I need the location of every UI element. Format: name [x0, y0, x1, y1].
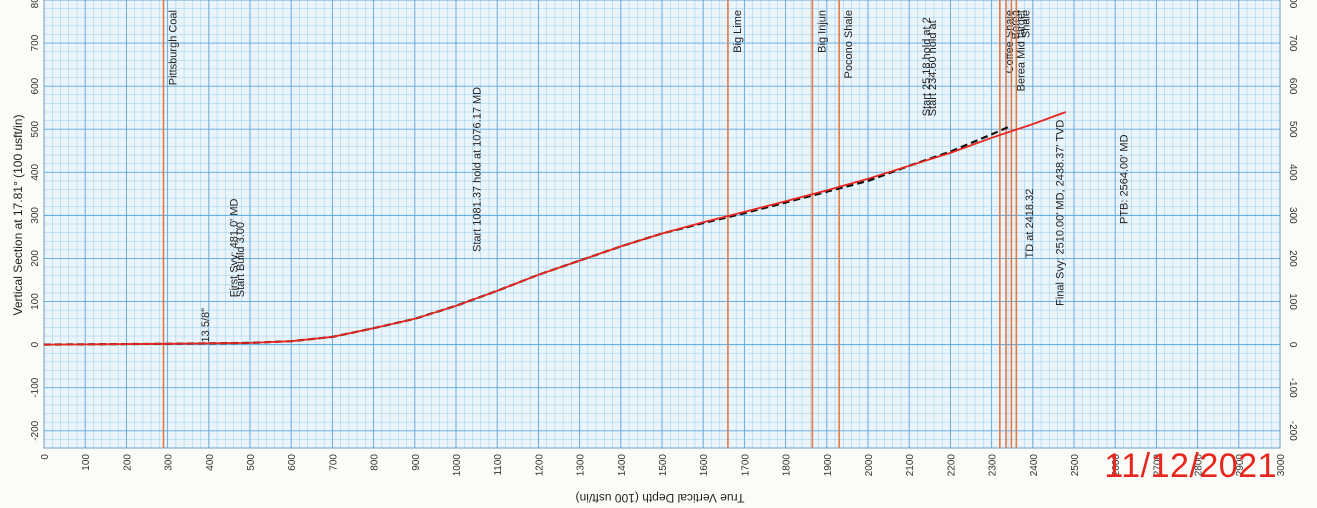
x-tick-label: 2900: [1235, 454, 1246, 477]
y-tick-label-left: 100: [30, 293, 41, 310]
formation-label: Berea Mid target: [1015, 10, 1027, 91]
y-tick-label-left: 0: [30, 341, 41, 347]
annotation-label: TD at 2418.32: [1024, 189, 1036, 259]
y-tick-label-right: 600: [1287, 78, 1298, 95]
x-tick-label: 2000: [864, 454, 875, 477]
x-tick-label: 700: [328, 454, 339, 471]
x-tick-label: 2200: [946, 454, 957, 477]
x-tick-label: 1400: [617, 454, 628, 477]
x-tick-label: 600: [287, 454, 298, 471]
y-tick-label-right: -100: [1287, 378, 1298, 398]
formation-label: Big Injun: [816, 10, 828, 53]
x-tick-label: 2700: [1152, 454, 1163, 477]
y-tick-label-left: 300: [30, 207, 41, 224]
y-tick-label-right: 100: [1287, 293, 1298, 310]
formation-label: Pittsburgh Coal: [167, 10, 179, 85]
y-tick-label-right: 200: [1287, 250, 1298, 267]
y-tick-label-right: 700: [1287, 35, 1298, 52]
y-tick-label-left: -100: [30, 377, 41, 397]
x-tick-label: 200: [122, 454, 133, 471]
annotation-label: PTB: 2564.00' MD: [1119, 134, 1131, 224]
y-tick-label-left: 200: [30, 250, 41, 267]
date-stamp: 11/12/2021: [1104, 447, 1277, 485]
annotation-label: Start Build 3.00: [235, 222, 247, 297]
annotation-label: Start 25.18 hold at 2: [921, 17, 933, 116]
x-tick-label: 2800: [1194, 454, 1205, 477]
x-tick-label: 1600: [699, 454, 710, 477]
y-tick-label-left: 500: [30, 120, 41, 137]
x-tick-label: 300: [164, 454, 175, 471]
x-tick-label: 100: [81, 454, 92, 471]
y-tick-label-right: 500: [1287, 121, 1298, 138]
x-tick-label: 2600: [1111, 454, 1122, 477]
y-axis-label: Vertical Section at 17.81° (100 usft/in): [11, 115, 25, 316]
x-tick-label: 2100: [905, 454, 916, 477]
y-tick-label-left: 400: [30, 164, 41, 181]
x-tick-label: 1000: [452, 454, 463, 477]
annotation-label: Start 234.60 hold at: [927, 20, 939, 116]
annotation-label: 13 5/8": [200, 308, 212, 343]
x-tick-label: 0: [40, 454, 51, 460]
x-tick-label: 1100: [493, 454, 504, 476]
y-tick-label-right: 0: [1287, 342, 1298, 348]
x-axis-label: True Vertical Depth (100 usft/in): [576, 491, 745, 505]
x-tick-label: 2300: [988, 454, 999, 477]
formation-label: Shale: [1020, 10, 1032, 38]
y-tick-label-right: -200: [1287, 421, 1298, 441]
grid: [43, 0, 1281, 449]
series: [43, 111, 1067, 346]
formation-lines: Pittsburgh Coal Big Lime Big Injun Pocono S…: [162, 0, 1032, 448]
x-tick-label: 1900: [823, 454, 834, 477]
annotation-label: Final Svy: 2510.00' MD, 2438.37' TVD: [1055, 120, 1067, 306]
x-tick-label: 800: [370, 454, 381, 471]
y-tick-label-right: 800: [1287, 0, 1298, 9]
x-tick-label: 3000: [1276, 454, 1287, 477]
y-tick-label-right: 300: [1287, 207, 1298, 224]
formation-label: Big Lime: [732, 10, 744, 53]
actual-series-line: [43, 111, 1067, 346]
x-tick-label: 1800: [782, 454, 793, 477]
y-tick-label-left: 700: [30, 34, 41, 51]
x-tick-label: 2400: [1029, 454, 1040, 477]
formation-label: Pocono Shale: [843, 10, 855, 79]
x-tick-label: 1200: [534, 454, 545, 477]
formation-label: Coffee Shale: [1004, 10, 1016, 73]
x-tick-label: 1700: [740, 454, 751, 477]
tick-labels: 0 100 200 300 400 500 600 700 800 900 1000 1100 1200…: [30, 0, 1298, 476]
x-tick-label: 1300: [576, 454, 587, 477]
y-tick-label-left: 800: [30, 0, 41, 8]
y-tick-label-left: -200: [30, 420, 41, 440]
annotation-label: First Svy: 481.0' MD: [229, 198, 241, 297]
x-tick-label: 900: [411, 454, 422, 471]
y-tick-label-right: 400: [1287, 164, 1298, 181]
x-tick-label: 400: [205, 454, 216, 471]
x-tick-label: 1500: [658, 454, 669, 477]
annotation-label: Start 1081.37 hold at 1076.17 MD: [472, 87, 484, 252]
plot-frame: [43, 0, 1281, 449]
x-tick-label: 2500: [1070, 454, 1081, 477]
x-tick-label: 500: [246, 454, 257, 471]
y-tick-label-left: 600: [30, 77, 41, 94]
